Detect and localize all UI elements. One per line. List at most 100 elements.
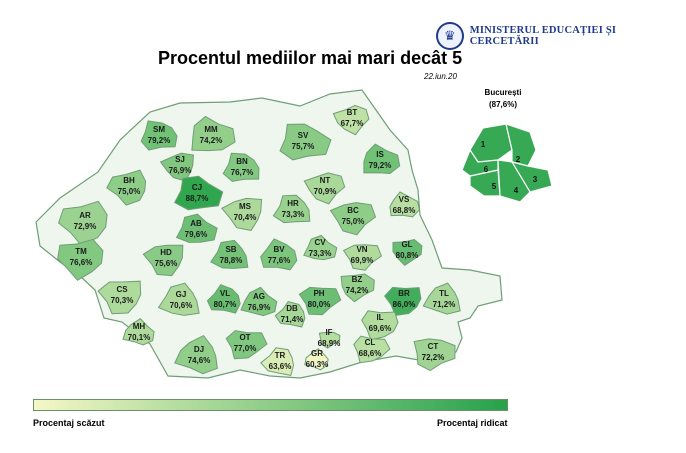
county-cl [353, 335, 391, 364]
county-value-bn: 76,7% [231, 168, 254, 177]
county-value-bt: 67,7% [341, 119, 364, 128]
county-code-ab: AB [190, 219, 202, 228]
county-value-br: 86,0% [393, 300, 416, 309]
county-code-tr: TR [275, 351, 286, 360]
county-value-dj: 74,6% [188, 356, 211, 365]
county-value-ms: 70,4% [234, 213, 257, 222]
county-value-bz: 74,2% [346, 286, 369, 295]
county-gr [304, 348, 329, 371]
county-vs [389, 191, 420, 218]
county-value-gr: 60,3% [306, 360, 329, 369]
county-code-ag: AG [253, 292, 265, 301]
county-hd [142, 244, 184, 277]
county-code-mh: MH [133, 322, 146, 331]
county-code-gr: GR [311, 349, 323, 358]
county-code-hd: HD [160, 248, 172, 257]
county-db [274, 301, 306, 328]
county-code-vn: VN [356, 245, 367, 254]
county-value-sb: 78,8% [220, 256, 243, 265]
county-mh [122, 318, 155, 346]
county-value-ar: 72,9% [74, 222, 97, 231]
county-ag [240, 286, 278, 317]
county-is [363, 143, 401, 175]
county-bc [329, 202, 377, 236]
county-cv [303, 234, 338, 261]
bucharest-sector-1 [469, 123, 513, 163]
county-code-is: IS [376, 150, 384, 159]
county-value-bh: 75,0% [118, 187, 141, 196]
county-value-ct: 72,2% [422, 353, 445, 362]
county-code-tm: TM [75, 247, 87, 256]
county-value-vs: 68,8% [393, 206, 416, 215]
ministry-logo: ♛ MINISTERUL EDUCAȚIEI ȘI CERCETĂRII [436, 22, 686, 50]
county-cs [97, 280, 142, 315]
county-value-vn: 69,9% [351, 256, 374, 265]
county-code-dj: DJ [194, 345, 204, 354]
county-code-cl: CL [365, 338, 376, 347]
bucharest-sector-label-3: 3 [533, 175, 538, 184]
bucharest-name: București [485, 88, 522, 97]
county-code-sv: SV [298, 131, 309, 140]
bucharest-sector-2 [505, 123, 537, 167]
county-value-cv: 73,3% [309, 249, 332, 258]
county-code-tl: TL [439, 289, 449, 298]
county-tl [422, 282, 461, 315]
county-code-cv: CV [314, 238, 326, 247]
county-code-db: DB [286, 304, 298, 313]
county-code-gl: GL [401, 240, 412, 249]
county-value-tr: 63,6% [269, 362, 292, 371]
bucharest-sector-label-2: 2 [516, 155, 521, 164]
county-code-bn: BN [236, 157, 248, 166]
county-bh [106, 169, 147, 206]
county-gj [157, 282, 200, 316]
county-ot [225, 330, 268, 360]
county-sm [140, 120, 178, 151]
county-sj [159, 152, 194, 182]
bucharest-sector-label-4: 4 [514, 186, 519, 195]
county-code-bt: BT [347, 108, 358, 117]
map-date: 22.iun.20 [424, 72, 457, 81]
county-ct [413, 338, 456, 372]
county-code-vl: VL [220, 289, 230, 298]
county-code-bh: BH [123, 176, 135, 185]
county-code-nt: NT [320, 176, 331, 185]
county-value-gl: 80,8% [396, 251, 419, 260]
county-code-ar: AR [79, 211, 91, 220]
county-value-ag: 76,9% [248, 303, 271, 312]
legend-high-label: Procentaj ridicat [437, 418, 508, 428]
county-value-tl: 71,2% [433, 300, 456, 309]
county-value-bv: 77,6% [268, 256, 291, 265]
county-br [384, 286, 422, 317]
county-value-cj: 88,7% [186, 194, 209, 203]
county-value-mh: 70,1% [128, 333, 151, 342]
county-code-bz: BZ [352, 275, 363, 284]
county-cj [174, 175, 224, 211]
county-value-vl: 80,7% [214, 300, 237, 309]
county-value-nt: 70,9% [314, 187, 337, 196]
bucharest-inset: București (87,6%) 1 2 3 4 56 [461, 88, 553, 203]
county-code-if: IF [325, 328, 332, 337]
county-bv [260, 238, 298, 271]
map-title: Procentul mediilor mai mari decât 5 [158, 48, 463, 68]
county-code-gj: GJ [176, 290, 187, 299]
county-hr [272, 194, 311, 224]
county-vl [206, 284, 241, 314]
county-value-mm: 74,2% [200, 136, 223, 145]
ministry-name: MINISTERUL EDUCAȚIEI ȘI CERCETĂRII [469, 25, 617, 47]
county-nt [303, 172, 346, 205]
county-value-ph: 80,0% [308, 300, 331, 309]
county-tr [260, 347, 295, 376]
county-bt [332, 104, 370, 136]
bucharest-sector-label-1: 1 [481, 140, 486, 149]
county-code-sj: SJ [175, 155, 185, 164]
county-code-cj: CJ [192, 183, 202, 192]
county-value-hd: 75,6% [155, 259, 178, 268]
county-if [318, 331, 341, 349]
coat-of-arms-icon: ♛ [436, 22, 464, 50]
bucharest-sector-label-6: 6 [484, 165, 489, 174]
county-value-cs: 70,3% [111, 296, 134, 305]
county-code-br: BR [398, 289, 410, 298]
county-code-sm: SM [153, 125, 165, 134]
county-ph [298, 286, 342, 316]
